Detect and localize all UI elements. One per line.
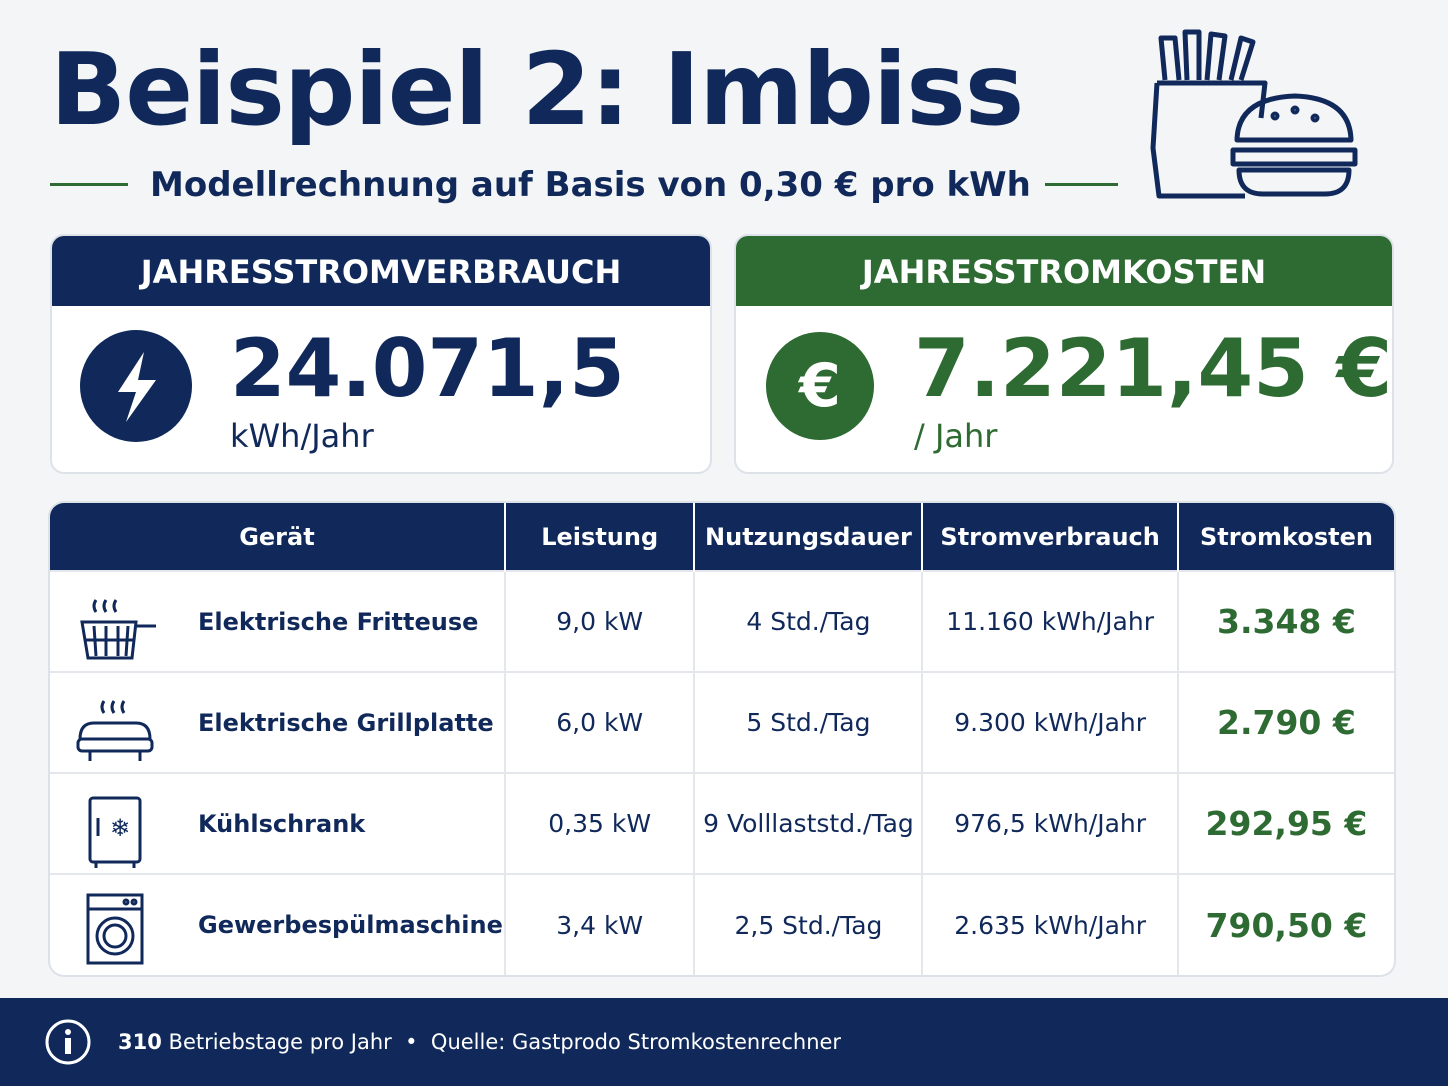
column-header: Nutzungsdauer — [694, 503, 924, 571]
card: JAHRESSTROMVERBRAUCH 24.071,5 kWh/Jahr — [50, 234, 712, 474]
table-cell: 292,95 € — [1177, 772, 1394, 874]
appliance-icon — [80, 599, 156, 660]
table-cell: 9.300 kWh/Jahr — [922, 671, 1179, 773]
food-icon — [1150, 29, 1358, 199]
table-cell: 6,0 kW — [504, 671, 696, 773]
table-cell: 3.348 € — [1177, 570, 1394, 672]
divider — [50, 183, 128, 186]
table-cell: 790,50 € — [1177, 873, 1394, 975]
table: Gerät Leistung Nutzungsdauer Stromverbrauch… — [50, 503, 1394, 975]
card-title: JAHRESSTROMVERBRAUCH — [52, 236, 710, 306]
card: JAHRESSTROMKOSTEN € 7.221,45 € / Jahr — [734, 234, 1394, 474]
appliance-name: Elektrische Grillplatte — [198, 708, 494, 737]
card-value: 24.071,5 — [230, 322, 625, 415]
appliance-icon: ❄ — [88, 796, 142, 868]
appliance-name: Kühlschrank — [198, 809, 366, 838]
appliance-icon — [76, 700, 154, 761]
table-cell: Elektrische Fritteuse — [50, 570, 506, 672]
footer-days: 310 — [118, 1030, 162, 1054]
table-cell: 2.635 kWh/Jahr — [922, 873, 1179, 975]
table-cell: 9 Volllaststd./Tag — [694, 772, 924, 874]
appliance-name: Elektrische Fritteuse — [198, 607, 479, 636]
bolt-icon — [80, 330, 192, 442]
footer-source: Quelle: Gastprodo Stromkostenrechner — [430, 1030, 842, 1054]
table-cell: Gewerbespülmaschine — [50, 873, 506, 975]
table-cell: 3,4 kW — [504, 873, 696, 975]
table-row: Elektrische Grillplatte 6,0 kW 5 Std./Tag 9… — [50, 671, 1394, 773]
appliance-icon — [86, 893, 144, 965]
subtitle: Modellrechnung auf Basis von 0,30 € pro … — [150, 165, 1031, 205]
table-row: Elektrische Fritteuse 9,0 kW 4 Std./Tag 11.… — [50, 570, 1394, 672]
table-cell: 9,0 kW — [504, 570, 696, 672]
card-value: 7.221,45 € — [914, 322, 1393, 415]
table-cell: 976,5 kWh/Jahr — [922, 772, 1179, 874]
separator: • — [405, 1030, 418, 1054]
title: Beispiel 2: Imbiss — [50, 31, 1024, 148]
euro-icon: € — [766, 332, 874, 440]
info-icon — [45, 1019, 91, 1065]
card-unit: kWh/Jahr — [230, 417, 374, 455]
table-cell: 5 Std./Tag — [694, 671, 924, 773]
svg-text:❄: ❄ — [110, 814, 130, 842]
table-cell: 4 Std./Tag — [694, 570, 924, 672]
column-header: Gerät — [50, 503, 506, 571]
column-header: Stromkosten — [1177, 503, 1394, 571]
footer-text: Betriebstage pro Jahr — [168, 1030, 392, 1054]
card-title: JAHRESSTROMKOSTEN — [736, 236, 1392, 306]
appliance-name: Gewerbespülmaschine — [198, 911, 503, 939]
column-header: Stromverbrauch — [922, 503, 1179, 571]
table-row: ❄ Kühlschrank 0,35 kW 9 Volllaststd./Tag 976… — [50, 772, 1394, 874]
table-cell: 0,35 kW — [504, 772, 696, 874]
table-cell: 11.160 kWh/Jahr — [922, 570, 1179, 672]
column-header: Leistung — [504, 503, 696, 571]
card-unit: / Jahr — [914, 417, 998, 455]
footer: 310 Betriebstage pro Jahr • Quelle: Gast… — [0, 998, 1448, 1086]
svg-text:€: € — [797, 351, 841, 421]
table-cell: 2,5 Std./Tag — [694, 873, 924, 975]
divider — [1045, 183, 1118, 186]
table-cell: ❄ Kühlschrank — [50, 772, 506, 874]
table-cell: 2.790 € — [1177, 671, 1394, 773]
table-cell: Elektrische Grillplatte — [50, 671, 506, 773]
table-row: Gewerbespülmaschine 3,4 kW 2,5 Std./Tag 2.6… — [50, 873, 1394, 975]
